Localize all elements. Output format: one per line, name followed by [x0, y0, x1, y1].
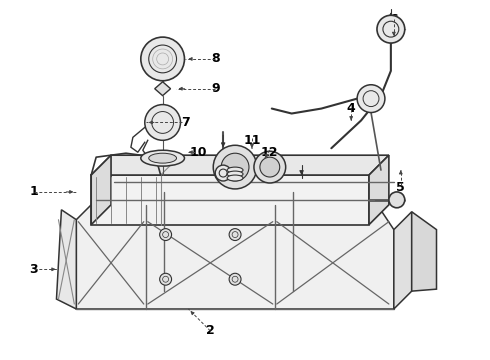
- Circle shape: [213, 145, 257, 189]
- Text: 1: 1: [29, 185, 38, 198]
- Circle shape: [389, 192, 405, 208]
- Text: 12: 12: [261, 146, 278, 159]
- Circle shape: [160, 273, 172, 285]
- Text: 3: 3: [29, 263, 38, 276]
- Polygon shape: [91, 155, 389, 175]
- Circle shape: [160, 229, 172, 240]
- Ellipse shape: [227, 175, 243, 181]
- Text: 9: 9: [211, 82, 220, 95]
- Circle shape: [254, 151, 286, 183]
- Polygon shape: [369, 155, 389, 225]
- Polygon shape: [412, 212, 437, 291]
- Text: 10: 10: [190, 146, 207, 159]
- Text: 11: 11: [243, 134, 261, 147]
- Text: 5: 5: [396, 181, 405, 194]
- Circle shape: [141, 37, 184, 81]
- Text: 7: 7: [181, 116, 190, 129]
- Polygon shape: [76, 200, 394, 309]
- Polygon shape: [91, 175, 369, 225]
- Circle shape: [221, 153, 249, 181]
- Ellipse shape: [149, 153, 176, 163]
- Ellipse shape: [227, 167, 243, 173]
- Polygon shape: [91, 155, 111, 225]
- Circle shape: [260, 157, 280, 177]
- Circle shape: [377, 15, 405, 43]
- Text: 6: 6: [390, 13, 398, 26]
- Polygon shape: [394, 212, 412, 309]
- Ellipse shape: [141, 150, 184, 166]
- Circle shape: [357, 85, 385, 113]
- Text: 2: 2: [206, 324, 215, 337]
- Circle shape: [229, 273, 241, 285]
- Polygon shape: [155, 82, 171, 96]
- Circle shape: [145, 105, 180, 140]
- Circle shape: [215, 165, 231, 181]
- Circle shape: [229, 229, 241, 240]
- Text: 4: 4: [347, 102, 356, 115]
- Text: 8: 8: [211, 53, 220, 66]
- Ellipse shape: [227, 171, 243, 177]
- Polygon shape: [56, 210, 76, 309]
